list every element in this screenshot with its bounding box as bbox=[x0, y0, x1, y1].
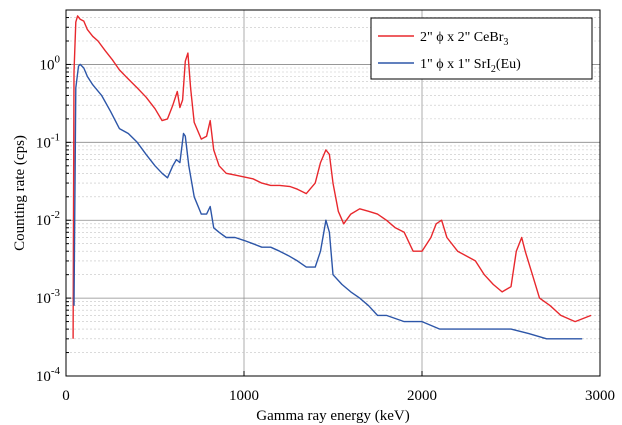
series-layer bbox=[72, 15, 592, 340]
x-tick-label: 1000 bbox=[229, 388, 259, 404]
x-tick-label: 3000 bbox=[585, 388, 615, 404]
y-tick-label: 10-4 bbox=[36, 365, 61, 385]
y-tick-label: 10-3 bbox=[36, 287, 61, 307]
x-tick-label: 0 bbox=[62, 388, 70, 404]
series-line-2 bbox=[73, 63, 583, 340]
y-tick-label: 10-2 bbox=[36, 209, 60, 229]
plot-frame bbox=[65, 9, 601, 377]
x-tick-label: 2000 bbox=[407, 388, 437, 404]
y-tick-label: 100 bbox=[40, 53, 61, 73]
legend-label-2: 1" ϕ x 1" SrI2(Eu) bbox=[420, 57, 521, 75]
x-tick-labels: 0 1000 2000 3000 bbox=[62, 388, 615, 404]
y-axis-title: Counting rate (cps) bbox=[12, 135, 28, 251]
y-tick-label: 10-1 bbox=[36, 131, 60, 151]
grid-lines bbox=[66, 9, 600, 376]
y-tick-labels: 10-4 10-3 10-2 10-1 100 bbox=[36, 53, 61, 385]
tick-marks bbox=[65, 9, 601, 377]
x-axis-title: Gamma ray energy (keV) bbox=[256, 408, 409, 424]
legend-label-1: 2" ϕ x 2" CeBr3 bbox=[420, 30, 508, 48]
legend-box bbox=[370, 17, 593, 80]
legend: 2" ϕ x 2" CeBr3 1" ϕ x 1" SrI2(Eu) bbox=[370, 17, 593, 80]
series-line-1 bbox=[72, 15, 592, 339]
